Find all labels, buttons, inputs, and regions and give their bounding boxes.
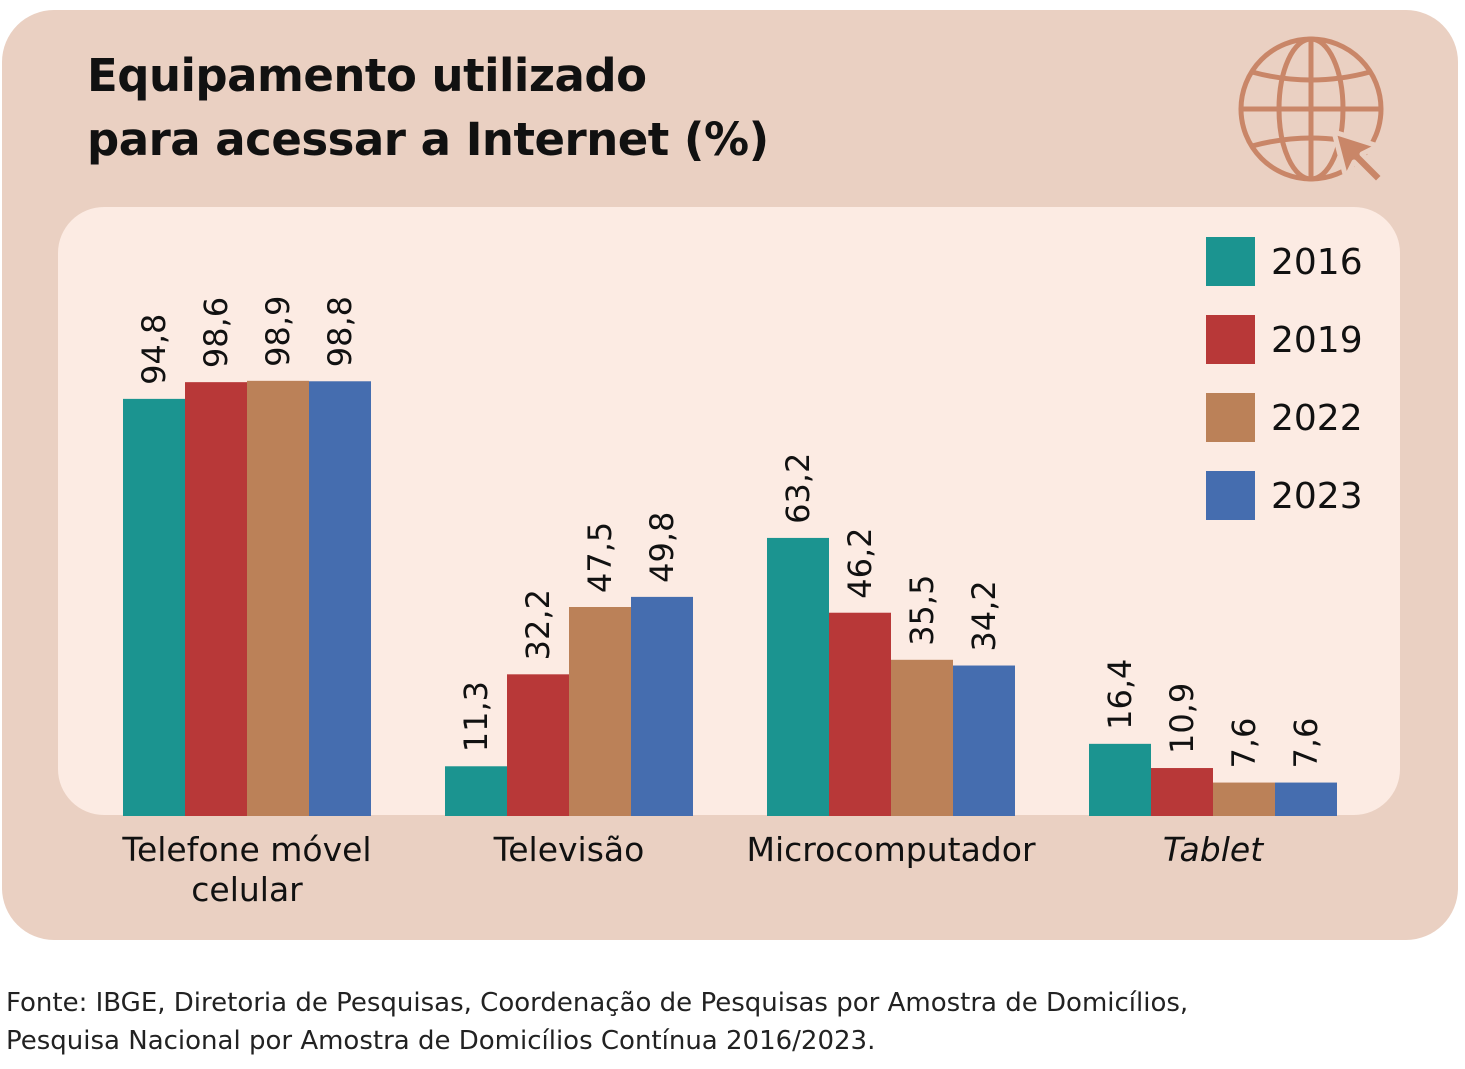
value-label: 35,5: [903, 575, 941, 646]
bar-2019-4: [1151, 768, 1213, 816]
legend-label: 2019: [1271, 320, 1363, 361]
category-label: Telefone móvel: [121, 830, 371, 869]
chart-title: Equipamento utilizado para acessar a Int…: [87, 44, 769, 172]
bar-2016-3: [767, 537, 829, 816]
globe-cursor-icon: [1238, 36, 1387, 186]
value-label: 63,2: [779, 453, 817, 524]
category-label: Televisão: [493, 830, 645, 869]
bar-2022-2: [569, 607, 631, 816]
source-line-2: Pesquisa Nacional por Amostra de Domicíl…: [6, 1026, 876, 1056]
legend-swatch-2023: [1206, 471, 1255, 520]
bar-2023-4: [1275, 782, 1337, 816]
legend-swatch-2019: [1206, 315, 1255, 364]
bar-2022-3: [891, 659, 953, 816]
value-label: 7,6: [1287, 718, 1325, 769]
value-label: 46,2: [841, 527, 879, 598]
bar-2019-3: [829, 612, 891, 816]
value-label: 34,2: [965, 580, 1003, 651]
category-label: celular: [191, 870, 303, 909]
value-label: 32,2: [519, 589, 557, 660]
chart-title-line-1: Equipamento utilizado: [87, 49, 647, 102]
legend-swatch-2016: [1206, 237, 1255, 286]
value-label: 94,8: [135, 314, 173, 385]
bar-2019-2: [507, 674, 569, 816]
bar-2016-1: [123, 398, 185, 816]
value-label: 7,6: [1225, 718, 1263, 769]
bar-2023-3: [953, 665, 1015, 816]
value-label: 47,5: [581, 522, 619, 593]
category-label: Microcomputador: [746, 830, 1035, 869]
chart-title-line-2: para acessar a Internet (%): [87, 113, 769, 166]
value-label: 98,8: [321, 296, 359, 367]
bar-2016-2: [445, 766, 507, 816]
value-label: 49,8: [643, 512, 681, 583]
value-label: 16,4: [1101, 659, 1139, 730]
legend-label: 2022: [1271, 398, 1363, 439]
value-label: 98,6: [197, 297, 235, 368]
legend-swatch-2022: [1206, 393, 1255, 442]
value-label: 98,9: [259, 296, 297, 367]
legend-label: 2023: [1271, 476, 1363, 517]
bar-2019-1: [185, 382, 247, 816]
category-label: Tablet: [1163, 830, 1264, 869]
value-label: 10,9: [1163, 683, 1201, 754]
source-line-1: Fonte: IBGE, Diretoria de Pesquisas, Coo…: [6, 988, 1189, 1018]
bar-2016-4: [1089, 743, 1151, 816]
bar-2022-4: [1213, 782, 1275, 816]
value-label: 11,3: [457, 681, 495, 752]
bar-2022-1: [247, 380, 309, 816]
bar-2023-2: [631, 596, 693, 816]
bar-2023-1: [309, 381, 371, 816]
legend-label: 2016: [1271, 242, 1363, 283]
source-note: Fonte: IBGE, Diretoria de Pesquisas, Coo…: [6, 984, 1188, 1060]
